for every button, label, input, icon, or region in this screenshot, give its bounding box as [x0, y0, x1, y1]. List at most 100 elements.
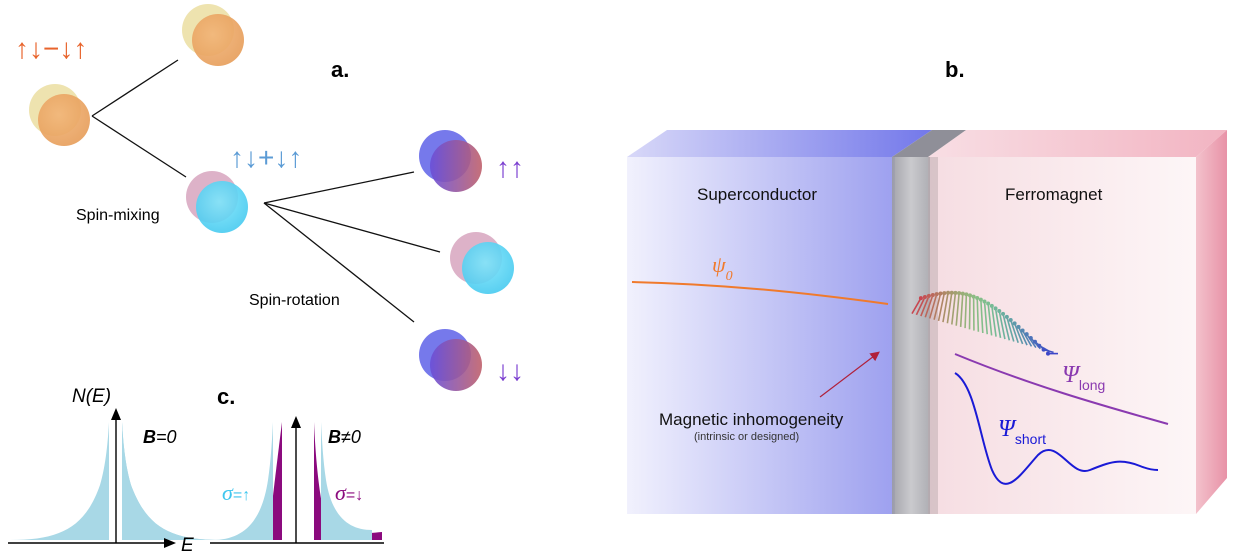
spin-arrow-head [967, 293, 972, 298]
superconductor-top-face [627, 130, 932, 157]
panel-c: c. N(E) E B=0 B≠0 σ=↑ σ=↓ [8, 384, 384, 554]
spin-arrow [1006, 316, 1015, 342]
spin-arrow-head [938, 291, 943, 296]
spin-arrow [933, 293, 942, 320]
spin-arrow-head [971, 294, 976, 299]
spin-arrow-head [975, 296, 980, 301]
energy-axis-arrowhead [164, 538, 176, 548]
panel-b: b. Superconductor Ferromagnet ψ0 Ψlong Ψ… [627, 57, 1227, 514]
spin-arrow [983, 301, 989, 335]
barrier-front-face [892, 157, 930, 514]
spin-arrow [946, 292, 953, 324]
pair-down-down [419, 329, 482, 391]
spin-arrow [991, 305, 997, 337]
inhomogeneity-note: (intrinsic or designed) [694, 431, 799, 443]
spin-arrow-head [953, 290, 958, 295]
spin-arrow [1002, 313, 1011, 341]
spin-arrow-head [1020, 328, 1025, 333]
spin-arrow [937, 292, 946, 322]
singlet-pair-top [182, 4, 244, 66]
spin-arrow-head [1033, 339, 1038, 344]
spin-arrow [994, 308, 1002, 338]
psi-long-label: Ψlong [1062, 362, 1105, 393]
spin-arrow-head [1004, 314, 1009, 319]
spin-arrow-head [930, 292, 935, 297]
ferromagnet-front-face [928, 157, 1196, 514]
spin-arrow [987, 303, 993, 336]
pair-mixed-right [450, 232, 514, 294]
spin-arrow [911, 297, 922, 314]
sigma-up-label: σ=↑ [222, 480, 250, 505]
spin-arrow-head [960, 291, 965, 296]
spin-arrow-head [989, 303, 994, 308]
ferromagnet-top-face [928, 130, 1227, 157]
spin-arrow-head [1016, 324, 1021, 329]
spin-arrow-head [993, 306, 998, 311]
b-zero-label: B=0 [143, 427, 177, 447]
spin-arrow [955, 293, 960, 326]
dos-label: N(E) [72, 386, 111, 407]
down-down-label: ↓↓ [496, 355, 524, 386]
spin-arrow [1017, 326, 1028, 346]
barrier-top-face [892, 130, 966, 157]
spin-mixing-label: Spin-mixing [76, 207, 160, 224]
spin-arrow [959, 293, 964, 327]
spin-arrow-head [918, 296, 923, 301]
panel-a: a. ↑↓−↓↑ ↑↓+↓↑ [15, 4, 524, 391]
dos-b-zero [10, 422, 221, 540]
psi-0-curve [631, 281, 889, 305]
mixed-pair-center [186, 171, 248, 233]
spin-helix [911, 290, 1058, 356]
spin-arrow-head [946, 290, 951, 295]
superconductor-front-face [627, 157, 895, 514]
spin-arrow-head [942, 291, 947, 296]
spin-arrow-head [982, 299, 987, 304]
dos-b-nonzero-vertical-arrowhead [291, 416, 301, 428]
spin-arrow [942, 292, 949, 323]
spin-arrow [915, 296, 926, 316]
spin-arrow-head [934, 292, 939, 297]
spin-arrow [951, 292, 957, 325]
spin-arrow [980, 299, 984, 334]
spin-arrow-head [1001, 311, 1006, 316]
barrier-overlap [928, 157, 938, 514]
sigma-down-label: σ=↓ [335, 480, 363, 505]
psi-short-curve [954, 372, 1159, 485]
spin-arrow [1021, 330, 1033, 347]
spin-arrow-head [1012, 321, 1017, 326]
spin-arrow-head [986, 301, 991, 306]
spin-arrow [920, 295, 930, 317]
spin-arrow-head [964, 292, 969, 297]
dos-b-nonzero [212, 422, 382, 540]
spin-arrow-head [949, 290, 954, 295]
psi-0-label: ψ0 [712, 252, 733, 284]
spin-arrow-head [1028, 335, 1033, 340]
spin-arrow-head [978, 297, 983, 302]
spin-arrow-head [926, 293, 931, 298]
up-up-label: ↑↑ [496, 152, 524, 183]
pair-up-up [419, 130, 482, 192]
psi-long-curve [954, 353, 1169, 425]
spin-arrow [928, 293, 938, 319]
dos-b-zero-vertical-arrowhead [111, 408, 121, 420]
psi-short-label: Ψshort [998, 416, 1046, 447]
spin-arrow [1009, 319, 1019, 343]
ferromagnet-label: Ferromagnet [1005, 185, 1103, 204]
energy-label: E [181, 535, 194, 554]
inhomogeneity-label: Magnetic inhomogeneity [659, 410, 844, 429]
spin-arrow-head [957, 291, 962, 296]
singlet-pair-left [29, 84, 90, 146]
spin-mixing-lines [91, 59, 187, 178]
spin-arrow [964, 294, 968, 329]
spin-arrow-head [1037, 343, 1042, 348]
spin-arrow-head [1024, 332, 1029, 337]
panel-a-label: a. [331, 57, 349, 82]
inhomogeneity-pointer [819, 351, 880, 398]
ferromagnet-side-face [1196, 130, 1227, 514]
panel-b-label: b. [945, 57, 965, 82]
superconductor-label: Superconductor [697, 185, 817, 204]
spin-rotation-label: Spin-rotation [249, 292, 340, 309]
spin-arrow-head [997, 308, 1002, 313]
triplet-zero-state-label: ↑↓+↓↑ [230, 142, 302, 173]
spin-arrow-head [1041, 347, 1046, 352]
